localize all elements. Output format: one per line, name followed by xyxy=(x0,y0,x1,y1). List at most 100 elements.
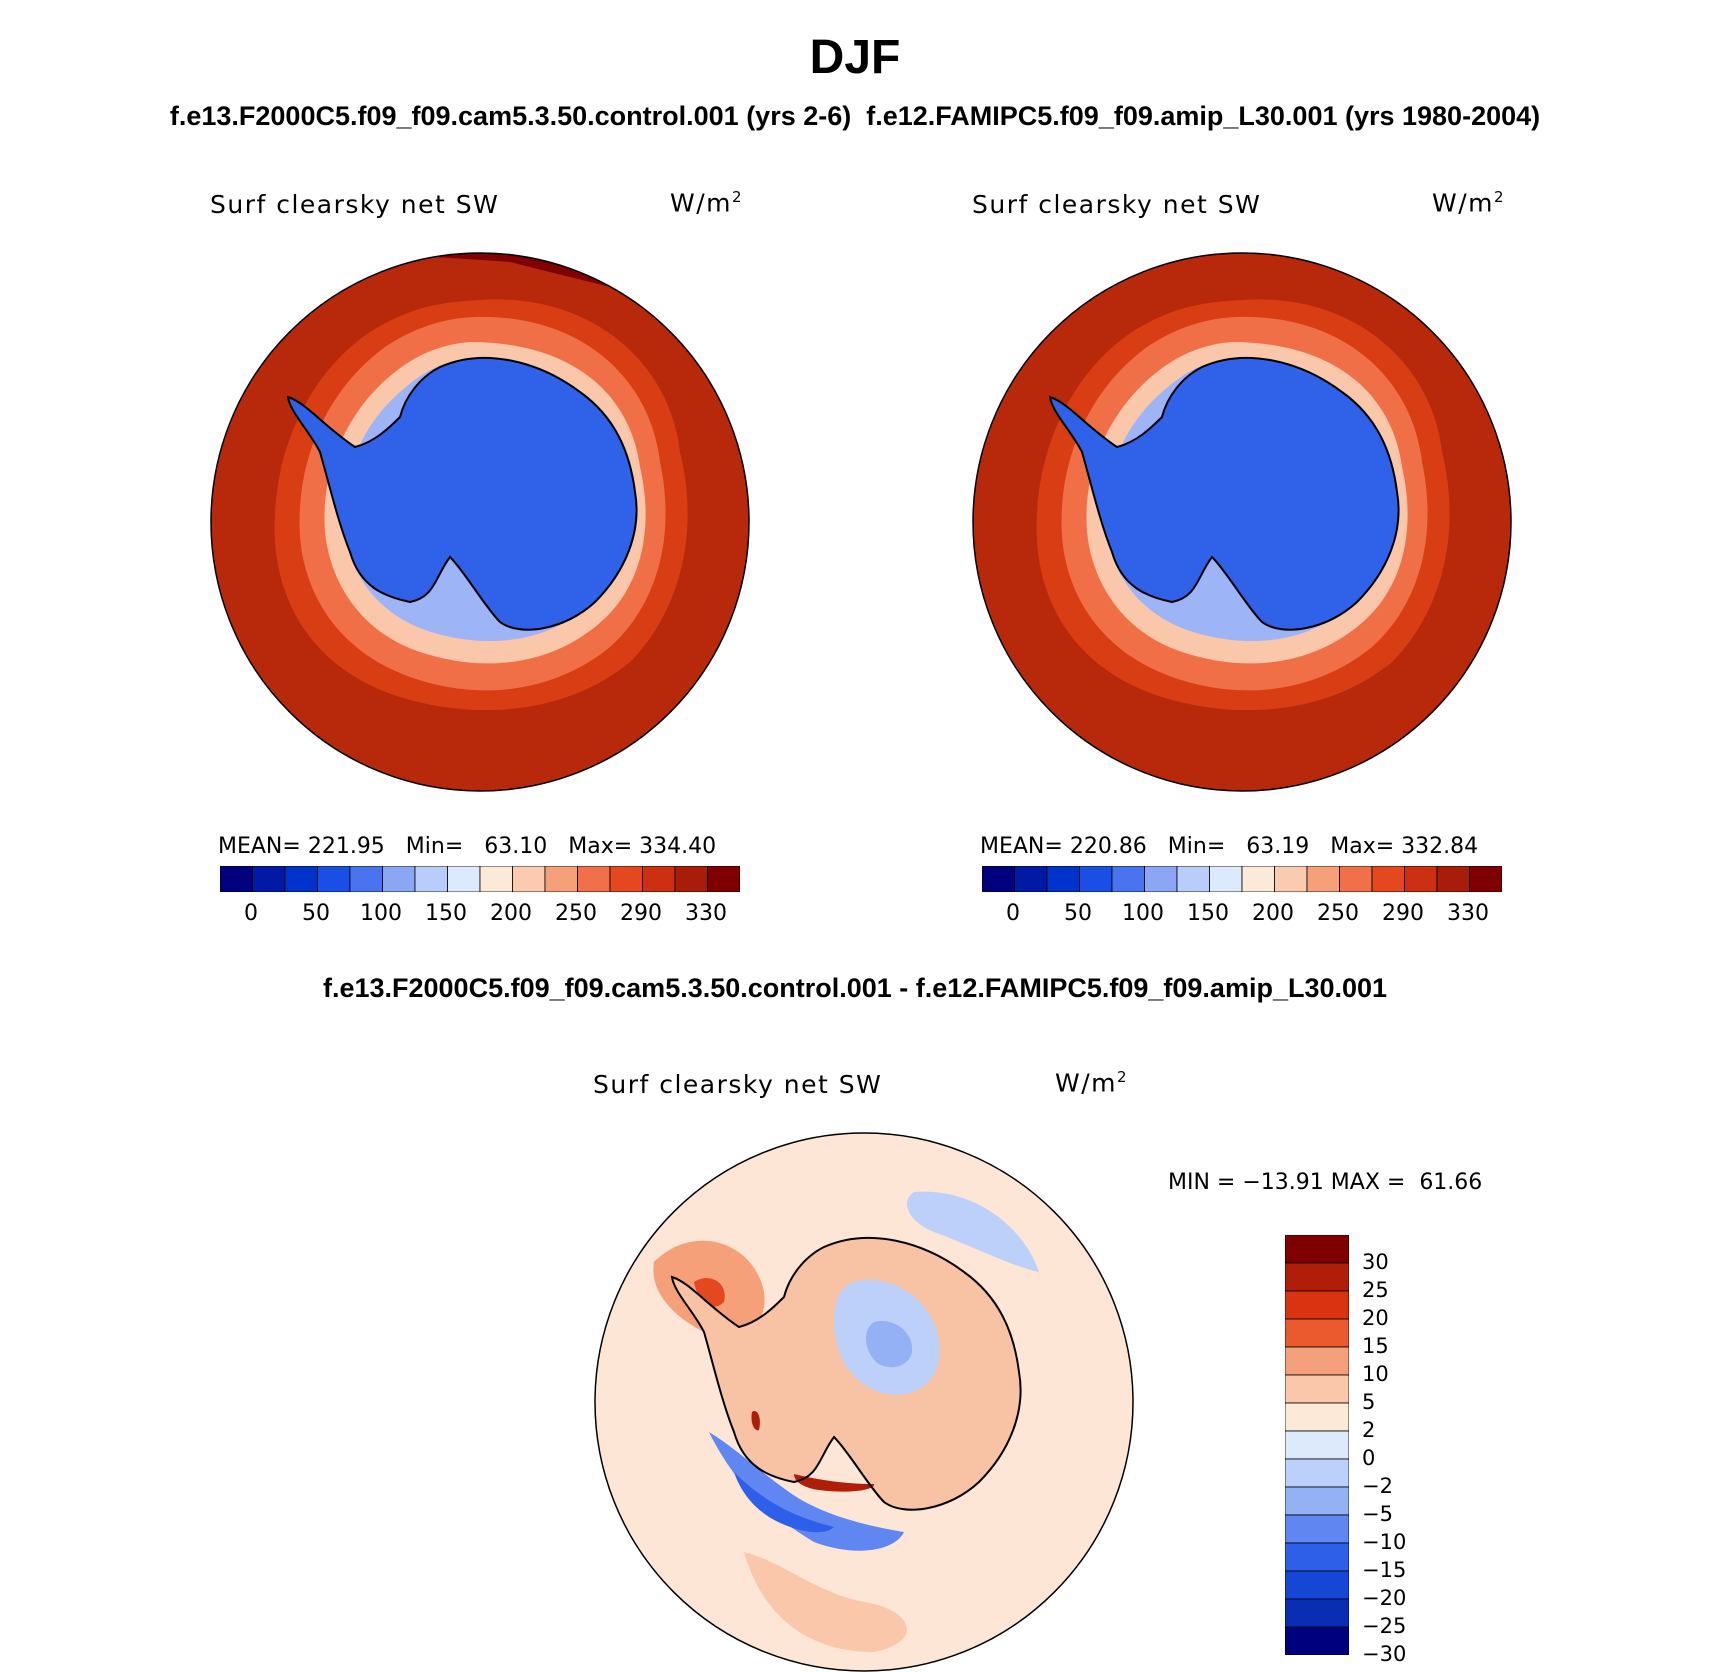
colorbar-swatch xyxy=(609,866,643,892)
colorbar-swatch xyxy=(1285,1486,1349,1516)
colorbar-tick: 250 xyxy=(1317,901,1359,926)
colorbar-tick: −5 xyxy=(1362,1502,1393,1526)
panel1-colorbar-svg xyxy=(220,866,740,892)
colorbar-tick: 200 xyxy=(1252,901,1294,926)
colorbar-swatch xyxy=(512,866,546,892)
panel2-stats: MEAN= 220.86 Min= 63.19 Max= 332.84 xyxy=(980,834,1479,859)
colorbar-swatch xyxy=(349,866,383,892)
difference-map-svg xyxy=(594,1132,1134,1672)
colorbar-swatch xyxy=(1285,1402,1349,1432)
colorbar-tick: 30 xyxy=(1362,1250,1389,1274)
colorbar-swatch xyxy=(284,866,318,892)
colorbar-swatch xyxy=(479,866,513,892)
panel2-map-svg xyxy=(972,252,1512,792)
colorbar-swatch xyxy=(1285,1430,1349,1460)
colorbar-swatch xyxy=(1209,866,1243,892)
colorbar-swatch xyxy=(1274,866,1308,892)
colorbar-tick: 5 xyxy=(1362,1390,1376,1414)
difference-colorbar xyxy=(1285,1235,1349,1655)
colorbar-swatch xyxy=(1469,866,1502,892)
colorbar-tick: −25 xyxy=(1362,1614,1407,1638)
colorbar-tick: −10 xyxy=(1362,1530,1407,1554)
panel1-colorbar-ticks: 0 50 100 150 200 250 290 330 xyxy=(220,901,740,931)
colorbar-swatch xyxy=(220,866,253,892)
colorbar-tick: 250 xyxy=(555,901,597,926)
colorbar-tick: 330 xyxy=(1447,901,1489,926)
colorbar-tick: 0 xyxy=(244,901,258,926)
colorbar-swatch xyxy=(1176,866,1210,892)
colorbar-tick: 0 xyxy=(1006,901,1020,926)
colorbar-swatch xyxy=(1285,1514,1349,1544)
panel1-map-svg xyxy=(210,252,750,792)
colorbar-swatch xyxy=(1285,1626,1349,1655)
colorbar-swatch xyxy=(1306,866,1340,892)
difference-title: f.e13.F2000C5.f09_f09.cam5.3.50.control.… xyxy=(322,973,1388,1003)
panel1-variable-label: Surf clearsky net SW xyxy=(210,190,500,219)
panel1-units: W/m2 xyxy=(670,188,744,218)
colorbar-tick: 290 xyxy=(620,901,662,926)
colorbar-swatch xyxy=(414,866,448,892)
colorbar-tick: 100 xyxy=(360,901,402,926)
colorbar-tick: 20 xyxy=(1362,1306,1389,1330)
colorbar-swatch xyxy=(1285,1542,1349,1572)
panel1-polar-map xyxy=(210,252,750,792)
difference-min-max: MIN = −13.91 MAX = 61.66 xyxy=(1168,1170,1483,1195)
colorbar-swatch xyxy=(1111,866,1145,892)
difference-colorbar-svg xyxy=(1285,1235,1349,1655)
panel1-colorbar xyxy=(220,866,740,892)
colorbar-swatch xyxy=(982,866,1015,892)
colorbar-swatch xyxy=(577,866,611,892)
panel2-polar-map xyxy=(972,252,1512,792)
colorbar-tick: 2 xyxy=(1362,1418,1376,1442)
colorbar-swatch xyxy=(1285,1290,1349,1320)
colorbar-swatch xyxy=(544,866,578,892)
colorbar-tick: 50 xyxy=(302,901,330,926)
panel2-colorbar-ticks: 0 50 100 150 200 250 290 330 xyxy=(982,901,1502,931)
colorbar-tick: 330 xyxy=(685,901,727,926)
colorbar-swatch xyxy=(447,866,481,892)
colorbar-swatch xyxy=(1371,866,1405,892)
colorbar-swatch xyxy=(1285,1346,1349,1376)
colorbar-tick: 100 xyxy=(1122,901,1164,926)
difference-variable-label: Surf clearsky net SW xyxy=(593,1070,883,1099)
difference-units: W/m2 xyxy=(1055,1068,1129,1098)
colorbar-tick: −2 xyxy=(1362,1474,1393,1498)
colorbar-swatch xyxy=(642,866,676,892)
colorbar-swatch xyxy=(1285,1458,1349,1488)
colorbar-swatch xyxy=(1285,1598,1349,1628)
panel2-units: W/m2 xyxy=(1432,188,1506,218)
colorbar-swatch xyxy=(382,866,416,892)
colorbar-swatch xyxy=(1144,866,1178,892)
colorbar-tick: −30 xyxy=(1362,1642,1407,1666)
colorbar-swatch xyxy=(1436,866,1470,892)
colorbar-tick: 150 xyxy=(1187,901,1229,926)
colorbar-swatch xyxy=(1285,1262,1349,1292)
colorbar-swatch xyxy=(1046,866,1080,892)
difference-polar-map xyxy=(594,1132,1134,1672)
colorbar-swatch xyxy=(1285,1374,1349,1404)
colorbar-swatch xyxy=(1285,1570,1349,1600)
panel2-variable-label: Surf clearsky net SW xyxy=(972,190,1262,219)
colorbar-swatch xyxy=(1285,1235,1349,1264)
figure-subtitle: f.e13.F2000C5.f09_f09.cam5.3.50.control.… xyxy=(169,101,1541,131)
colorbar-swatch xyxy=(317,866,351,892)
colorbar-swatch xyxy=(1241,866,1275,892)
colorbar-swatch xyxy=(252,866,286,892)
colorbar-tick: 50 xyxy=(1064,901,1092,926)
colorbar-swatch xyxy=(1014,866,1048,892)
colorbar-tick: 0 xyxy=(1362,1446,1376,1470)
colorbar-tick: 200 xyxy=(490,901,532,926)
colorbar-swatch xyxy=(1285,1318,1349,1348)
colorbar-swatch xyxy=(1339,866,1373,892)
colorbar-tick: 15 xyxy=(1362,1334,1389,1358)
panel2-colorbar xyxy=(982,866,1502,892)
colorbar-tick: 150 xyxy=(425,901,467,926)
colorbar-tick: −15 xyxy=(1362,1558,1407,1582)
colorbar-swatch xyxy=(1404,866,1438,892)
panel1-stats: MEAN= 221.95 Min= 63.10 Max= 334.40 xyxy=(218,834,717,859)
figure-title: DJF xyxy=(809,31,901,84)
colorbar-swatch xyxy=(674,866,708,892)
panel2-colorbar-svg xyxy=(982,866,1502,892)
colorbar-tick: 25 xyxy=(1362,1278,1389,1302)
colorbar-tick: 10 xyxy=(1362,1362,1389,1386)
